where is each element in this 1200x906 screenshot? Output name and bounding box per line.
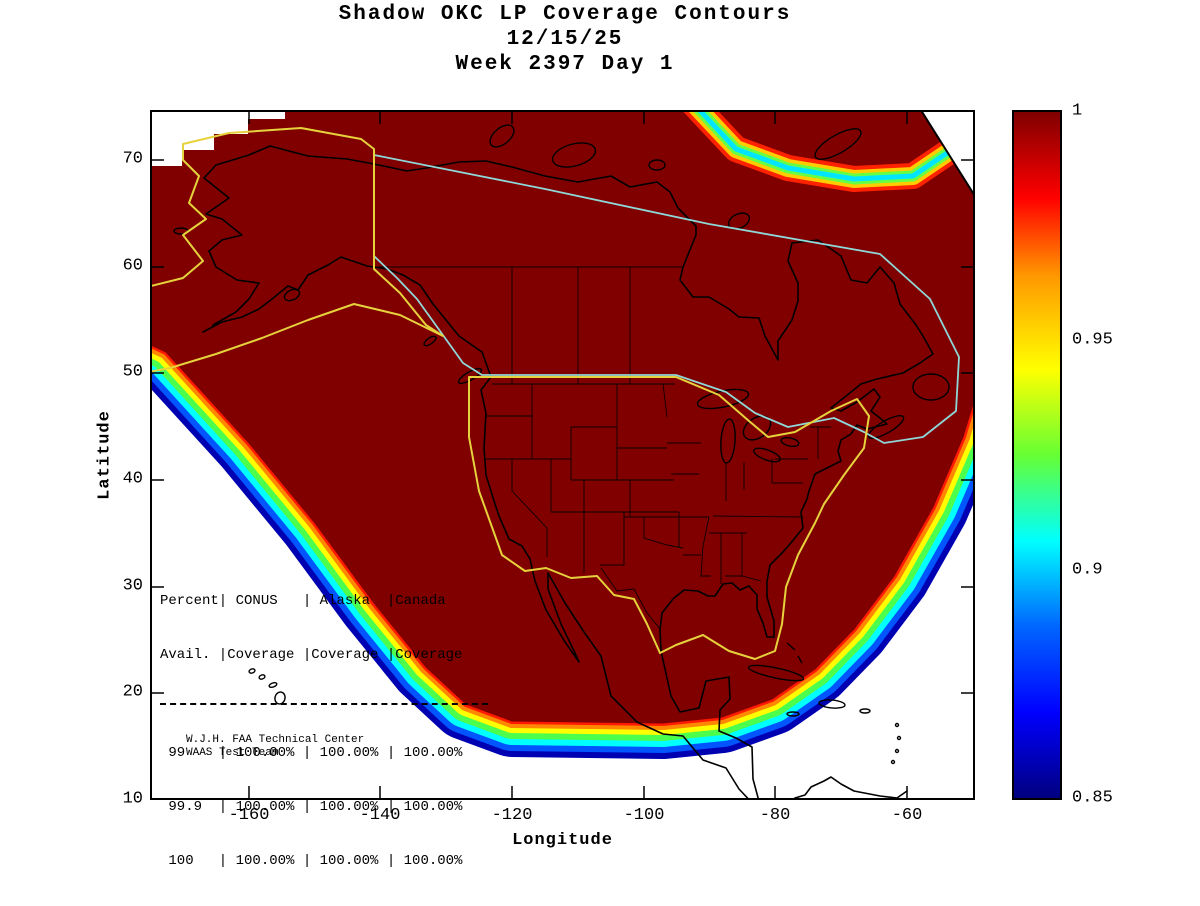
y-tick-label: 40	[122, 469, 143, 489]
stats-divider-line	[160, 703, 488, 705]
vancouver-island	[457, 367, 483, 385]
axis-tick-marks	[152, 112, 973, 798]
lesser-antilles	[894, 748, 900, 754]
cuba	[747, 664, 805, 682]
newfoundland	[912, 373, 950, 401]
y-tick-label: 60	[122, 256, 143, 276]
x-tick-label: -100	[623, 806, 665, 825]
alaska-service-boundary	[150, 127, 444, 373]
southampton-island	[727, 212, 751, 230]
stats-header-row1: Percent| CONUS | Alaska |Canada	[160, 593, 446, 609]
bahamas	[786, 642, 803, 664]
stats-row-99: 99 | 100.00% | 100.00% | 100.00%	[160, 745, 463, 761]
nova-scotia	[867, 415, 905, 439]
lake-ontario	[780, 436, 800, 448]
x-tick-label: -160	[228, 806, 270, 825]
y-tick-label: 50	[122, 362, 143, 382]
colorbar-tick-label: 0.9	[1072, 560, 1103, 580]
south-america-coastline	[790, 776, 908, 800]
conus-service-boundary	[468, 376, 870, 660]
colorbar-tick-label: 1	[1072, 101, 1083, 121]
colorbar-tick-label: 0.95	[1072, 330, 1113, 350]
figure-title-line2: 12/15/25	[506, 28, 624, 51]
lesser-antilles	[894, 722, 900, 728]
baffin-island	[814, 128, 862, 160]
hawaii-oahu	[258, 674, 266, 680]
stats-row-100: 100 | 100.00% | 100.00% | 100.00%	[160, 853, 463, 869]
victoria-island	[551, 142, 597, 168]
banks-island	[489, 124, 515, 148]
hawaii-maui	[268, 681, 278, 689]
no-data-staircase-northwest	[150, 110, 285, 166]
credit-line2: WAAS Test Team	[186, 747, 279, 759]
credit-line1: W.J.H. FAA Technical Center	[186, 734, 365, 746]
pacific-coastline	[202, 256, 751, 800]
x-tick-label: -80	[759, 806, 791, 825]
figure-title-line1: Shadow OKC LP Coverage Contours	[338, 3, 792, 26]
kodiak-island	[283, 288, 301, 302]
haida-gwaii	[423, 335, 437, 347]
y-tick-label: 70	[122, 149, 143, 169]
y-tick-label: 30	[122, 576, 143, 596]
colorbar-tick-label: 0.85	[1072, 788, 1113, 808]
x-tick-label: -140	[359, 806, 401, 825]
king-william-island	[648, 159, 666, 171]
hawaii-kauai	[248, 668, 256, 674]
greenland-no-data-corner	[919, 110, 975, 199]
lesser-antilles	[896, 735, 902, 741]
credit-text: W.J.H. FAA Technical Center WAAS Test Te…	[186, 734, 364, 760]
plot-border	[150, 110, 975, 800]
coverage-stats-table: Percent| CONUS | Alaska |Canada Avail. |…	[160, 556, 488, 906]
stats-row-99-9: 99.9 | 100.00% | 100.00% | 100.00%	[160, 799, 463, 815]
coverage-map-svg	[150, 110, 975, 800]
colorbar	[1012, 110, 1062, 800]
coastline-paths	[202, 145, 934, 800]
figure-title-line3: Week 2397 Day 1	[455, 53, 675, 76]
lake-michigan	[720, 418, 736, 464]
state-province-borders	[373, 164, 831, 631]
jamaica	[786, 711, 800, 717]
hispaniola	[818, 699, 846, 709]
figure-title: Shadow OKC LP Coverage Contours 12/15/25…	[0, 2, 1130, 77]
lesser-antilles	[890, 759, 896, 765]
x-tick-label: -120	[491, 806, 533, 825]
y-tick-label: 20	[122, 682, 143, 702]
x-tick-label: -60	[891, 806, 923, 825]
y-tick-label: 10	[122, 789, 143, 809]
arctic-atlantic-gulf-coastline	[203, 145, 934, 800]
puerto-rico	[859, 708, 871, 714]
plot-area	[150, 110, 975, 800]
stats-header-row2: Avail. |Coverage |Coverage |Coverage	[160, 647, 463, 663]
lake-erie	[753, 447, 781, 463]
x-axis-label: Longitude	[512, 831, 613, 850]
lakes-and-islands	[173, 124, 950, 765]
